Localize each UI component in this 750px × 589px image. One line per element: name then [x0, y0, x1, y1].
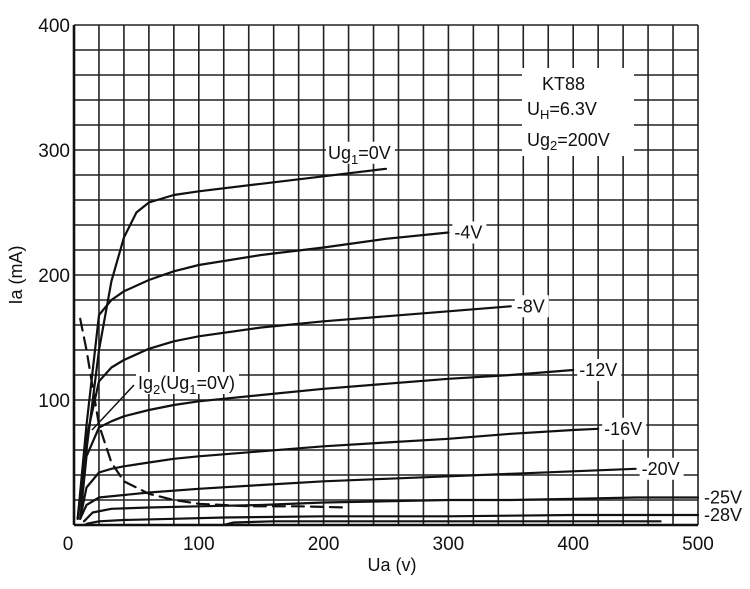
series-label-text: Ig	[138, 373, 153, 393]
series-label-background	[702, 504, 747, 526]
series-label: -8V	[517, 296, 545, 316]
series-label-background	[514, 295, 549, 318]
heater-prefix: U	[527, 99, 540, 119]
screen-prefix: Ug	[527, 130, 550, 150]
series-label-text: =0V)	[197, 373, 236, 393]
series-label-background	[702, 486, 747, 509]
x-tick-label: 100	[183, 534, 215, 555]
series-labels: Ug1=0V-4V-8V-12V-16V-20V-25V-28VIg2(Ug1=…	[136, 141, 747, 526]
axes	[72, 25, 698, 527]
x-tick-label: 0	[63, 534, 74, 555]
ig2-leader-line	[91, 384, 135, 431]
info-box-background	[522, 68, 634, 156]
plate-current-curve	[76, 305, 512, 520]
heater-sub: H	[540, 107, 549, 122]
y-tick-label: 300	[38, 141, 70, 162]
screen-suffix: =200V	[557, 130, 610, 150]
series-lines	[76, 167, 700, 527]
series-label-text: -16V	[604, 419, 642, 439]
plate-current-curve	[76, 231, 450, 520]
series-label-background	[136, 372, 240, 394]
plate-current-curve	[76, 167, 388, 520]
y-tick-label: 400	[38, 16, 70, 37]
series-label-text: Ug	[328, 143, 351, 163]
x-axis-title: Ua (v)	[368, 555, 417, 575]
series-label-text: (Ug	[160, 373, 189, 393]
heater-voltage-label: UH=6.3V	[527, 99, 597, 122]
x-tick-label: 300	[433, 534, 465, 555]
series-label-background	[639, 457, 684, 480]
screen-voltage-label: Ug2=200V	[527, 130, 610, 153]
tick-labels: 0 100 200 300 400 500 100 200 300 400	[38, 16, 714, 555]
heater-suffix: =6.3V	[549, 99, 597, 119]
series-label-subscript: 1	[351, 152, 358, 167]
x-tick-label: 200	[308, 534, 340, 555]
plate-current-curve	[79, 467, 637, 520]
series-label-text: -28V	[704, 505, 742, 525]
y-tick-label: 200	[38, 266, 70, 287]
series-label-text: -20V	[642, 459, 680, 479]
series-label-text: =0V	[358, 143, 391, 163]
y-axis-title: Ia (mA)	[6, 245, 26, 304]
series-label-text: -4V	[454, 223, 482, 243]
series-label-subscript: 2	[153, 382, 160, 397]
series-label-background	[452, 221, 487, 244]
series-label-background	[326, 141, 395, 164]
series-label: -20V	[642, 459, 680, 479]
plate-current-curve	[79, 368, 575, 520]
series-label: -25V	[704, 488, 742, 508]
plate-current-curve	[82, 496, 700, 523]
plate-current-curve	[85, 513, 700, 525]
x-tick-label: 400	[557, 534, 589, 555]
series-label: Ig2(Ug1=0V)	[138, 373, 235, 397]
x-tick-label: 500	[682, 534, 714, 555]
series-label-subscript: 1	[189, 382, 196, 397]
tube-type-label: KT88	[542, 74, 585, 94]
series-label: -12V	[579, 360, 617, 380]
series-label-background	[602, 417, 647, 440]
series-label: -16V	[604, 419, 642, 439]
series-label-text: -8V	[517, 296, 545, 316]
series-label-text: -25V	[704, 488, 742, 508]
series-label: Ug1=0V	[328, 143, 391, 167]
series-label: -28V	[704, 505, 742, 525]
screen-current-curve	[79, 317, 350, 509]
y-tick-label: 100	[38, 391, 70, 412]
series-label-text: -12V	[579, 360, 617, 380]
plate-current-curve	[222, 520, 662, 527]
series-label: -4V	[454, 223, 482, 243]
plate-current-curve	[79, 427, 600, 520]
screen-sub: 2	[550, 138, 557, 153]
series-label-background	[577, 359, 622, 381]
